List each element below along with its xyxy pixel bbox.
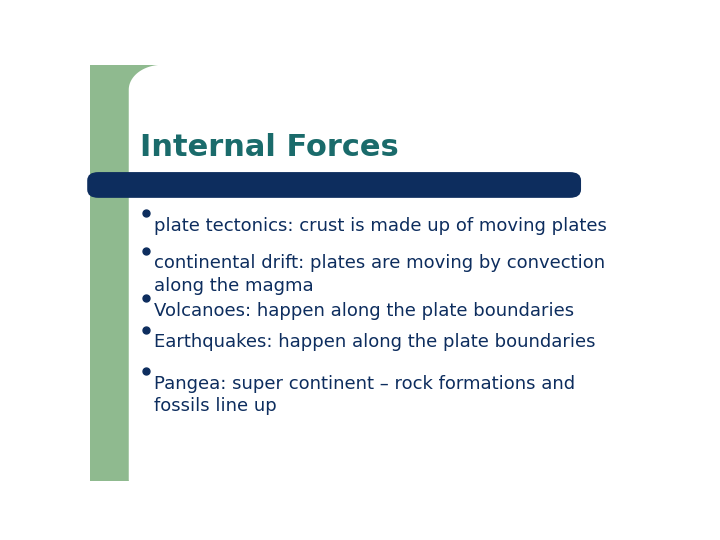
Text: Pangea: super continent – rock formations and
fossils line up: Pangea: super continent – rock formation…: [154, 375, 575, 415]
Text: Internal Forces: Internal Forces: [140, 133, 399, 163]
Bar: [90, 65, 129, 481]
Polygon shape: [129, 65, 648, 481]
Text: plate tectonics: crust is made up of moving plates: plate tectonics: crust is made up of mov…: [154, 217, 607, 234]
Text: Earthquakes: happen along the plate boundaries: Earthquakes: happen along the plate boun…: [154, 333, 595, 351]
Bar: [129, 65, 324, 177]
Text: continental drift: plates are moving by convection
along the magma: continental drift: plates are moving by …: [154, 254, 606, 295]
Text: Volcanoes: happen along the plate boundaries: Volcanoes: happen along the plate bounda…: [154, 302, 575, 320]
FancyBboxPatch shape: [87, 172, 581, 198]
